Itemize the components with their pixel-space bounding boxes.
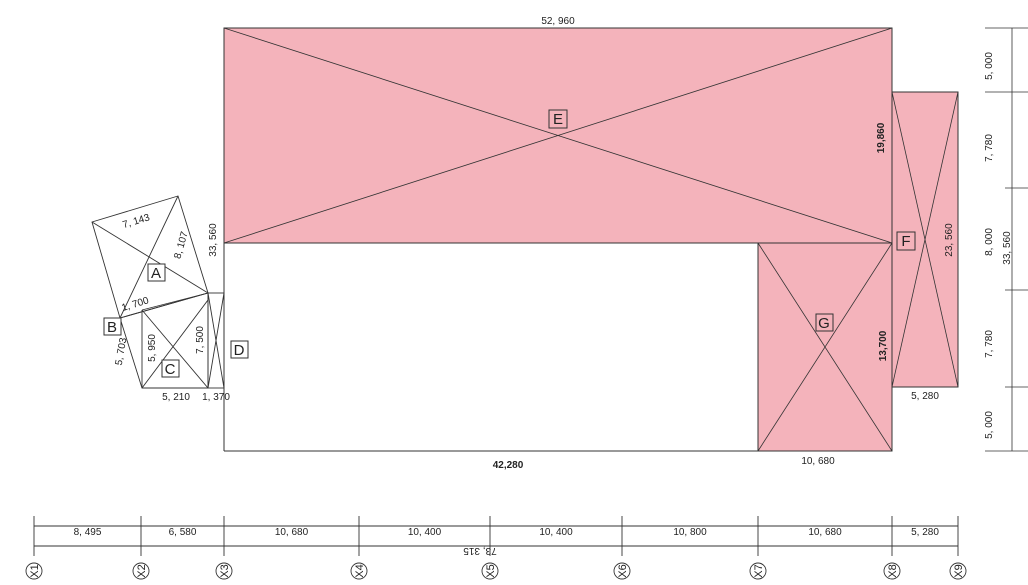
dim-a-bottom: 1, 700 [120, 295, 150, 314]
axis-marker-2: X2 [132, 562, 150, 580]
axis-ticks [33, 516, 959, 556]
axis-marker-5: X5 [481, 562, 499, 580]
axis-marker-1: X1 [25, 562, 43, 580]
axis-marker-4: X4 [350, 562, 368, 580]
dim-b-left: 5, 703 [114, 336, 130, 366]
zone-label-e: E [548, 109, 568, 129]
right-chain-3: 8, 000 [984, 228, 995, 256]
right-chain-2: 7, 780 [984, 134, 995, 162]
zone-labels: E F G A B C D [103, 109, 916, 378]
dim-f-right: 23, 560 [944, 223, 955, 257]
axis-segment-label: 5, 280 [911, 527, 939, 538]
svg-text:X8: X8 [887, 564, 899, 577]
left-wing [91, 195, 225, 389]
axis-segment-labels: 8, 495 6, 580 10, 680 10, 400 10, 400 10, 800… [74, 527, 940, 538]
right-total: 33, 560 [1002, 231, 1013, 265]
zone-e [223, 27, 893, 244]
dim-e-right: 19,860 [876, 122, 887, 153]
axis-marker-3: X3 [215, 562, 233, 580]
svg-text:A: A [151, 265, 161, 282]
dim-c-mid: 5, 950 [147, 334, 158, 362]
axis-segment-label: 10, 800 [673, 527, 707, 538]
axis-marker-7: X7 [749, 562, 767, 580]
zone-label-g: G [815, 313, 834, 332]
axis-markers: X1 X2 X3 X4 X5 X6 X7 X8 X9 [25, 562, 967, 580]
zone-label-b: B [103, 317, 122, 336]
axis-marker-9: X9 [949, 562, 967, 580]
right-chain-labels: 5, 000 7, 780 8, 000 7, 780 5, 000 33, 5… [984, 52, 1013, 439]
svg-text:D: D [234, 342, 245, 359]
svg-text:C: C [165, 361, 176, 378]
axis-segment-label: 10, 680 [275, 527, 309, 538]
svg-text:X6: X6 [617, 564, 629, 577]
svg-text:F: F [901, 233, 910, 250]
axis-segment-label: 10, 400 [539, 527, 573, 538]
svg-text:G: G [818, 315, 830, 332]
svg-text:X1: X1 [29, 564, 41, 577]
svg-text:X2: X2 [136, 564, 148, 577]
axis-segment-label: 10, 400 [408, 527, 442, 538]
dim-g-right: 13,700 [878, 330, 889, 361]
svg-text:X4: X4 [354, 564, 366, 577]
axis-segment-label: 10, 680 [808, 527, 842, 538]
dim-g-bottom: 10, 680 [801, 456, 835, 467]
dim-a-top: 7, 143 [121, 212, 151, 231]
svg-text:X7: X7 [753, 564, 765, 577]
axis-total: 73, 315 [463, 545, 497, 556]
zone-label-c: C [161, 359, 180, 378]
right-dimension-chain [985, 27, 1028, 452]
axis-segment-label: 6, 580 [169, 527, 197, 538]
zone-label-d: D [230, 340, 249, 359]
open-area-outline [223, 243, 758, 452]
axis-marker-8: X8 [883, 562, 901, 580]
svg-text:E: E [553, 111, 563, 128]
right-chain-5: 5, 000 [984, 411, 995, 439]
dim-c-right: 7, 500 [195, 326, 206, 354]
svg-text:X9: X9 [953, 564, 965, 577]
axis-segment-label: 8, 495 [74, 527, 102, 538]
dim-c-bottom-1: 5, 210 [162, 392, 190, 403]
svg-text:X3: X3 [219, 564, 231, 577]
right-chain-1: 5, 000 [984, 52, 995, 80]
svg-text:B: B [107, 319, 117, 336]
zone-label-f: F [896, 231, 916, 251]
svg-text:X5: X5 [485, 564, 497, 577]
zone-g [757, 242, 893, 452]
dim-c-bottom-2: 1, 370 [202, 392, 230, 403]
right-chain-4: 7, 780 [984, 330, 995, 358]
dim-bottom: 42,280 [493, 460, 524, 471]
zone-label-a: A [147, 263, 166, 282]
dim-e-top: 52, 960 [541, 16, 575, 27]
dim-f-bottom: 5, 280 [911, 391, 939, 402]
axis-marker-6: X6 [613, 562, 631, 580]
dim-a-right: 8, 107 [172, 230, 190, 260]
bottom-axis [34, 525, 958, 547]
dim-e-left: 33, 560 [208, 223, 219, 257]
